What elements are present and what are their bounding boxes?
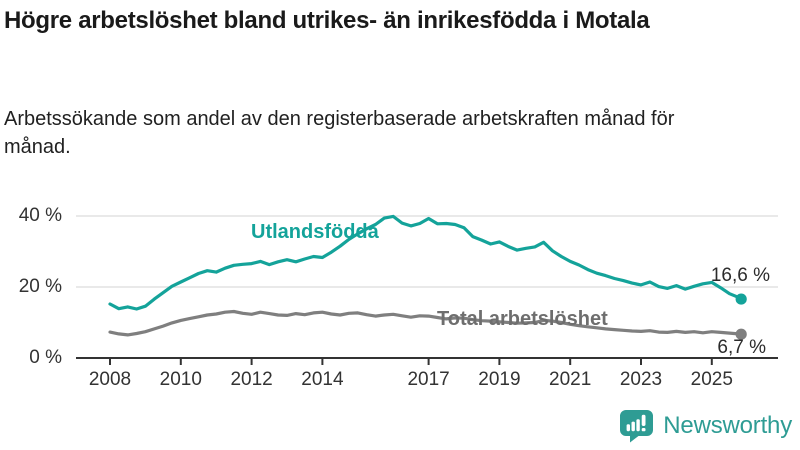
page-title: Högre arbetslöshet bland utrikes- än inr… [4,7,650,34]
series-end-dot-utlandsf-dda [735,293,747,305]
newsworthy-brand-link[interactable]: Newsworthy [619,406,792,446]
chart-subtitle: Arbetssökande som andel av den registerb… [4,108,675,158]
brand-name: Newsworthy [663,412,792,439]
series-end-dot-total-arbetsl-shet [735,328,747,340]
series-line-utlandsf-dda [108,214,743,311]
series-line-total-arbetsl-shet [108,309,743,337]
newsworthy-logo-icon [619,409,654,443]
